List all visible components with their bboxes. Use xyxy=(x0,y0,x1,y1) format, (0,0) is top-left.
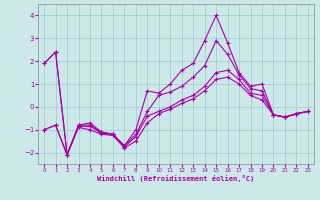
X-axis label: Windchill (Refroidissement éolien,°C): Windchill (Refroidissement éolien,°C) xyxy=(97,175,255,182)
